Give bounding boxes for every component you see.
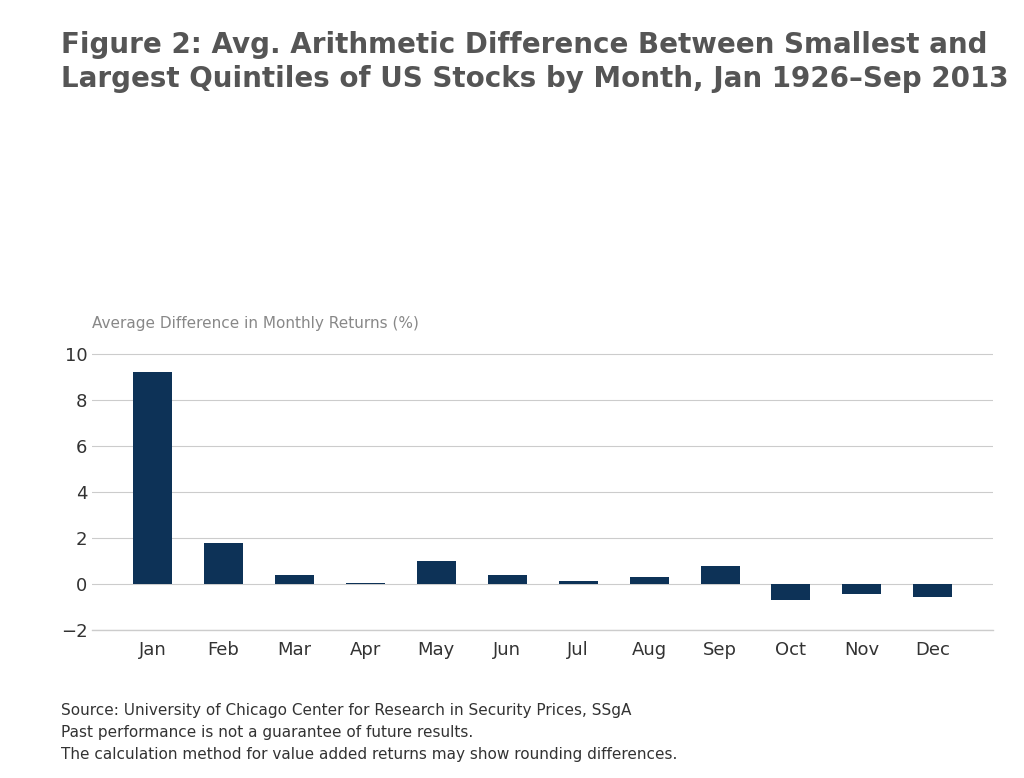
Bar bbox=[843, 584, 882, 594]
Bar bbox=[771, 584, 810, 601]
Bar bbox=[133, 372, 172, 584]
Bar bbox=[630, 577, 669, 584]
Text: Average Difference in Monthly Returns (%): Average Difference in Monthly Returns (%… bbox=[92, 316, 419, 331]
Text: Source: University of Chicago Center for Research in Security Prices, SSgA
Past : Source: University of Chicago Center for… bbox=[61, 703, 678, 762]
Bar bbox=[275, 575, 314, 584]
Bar bbox=[204, 543, 243, 584]
Bar bbox=[417, 561, 456, 584]
Bar bbox=[346, 583, 385, 584]
Bar bbox=[913, 584, 952, 597]
Bar bbox=[559, 580, 598, 584]
Bar bbox=[700, 566, 739, 584]
Text: Figure 2: Avg. Arithmetic Difference Between Smallest and
Largest Quintiles of U: Figure 2: Avg. Arithmetic Difference Bet… bbox=[61, 31, 1009, 93]
Bar bbox=[487, 575, 526, 584]
